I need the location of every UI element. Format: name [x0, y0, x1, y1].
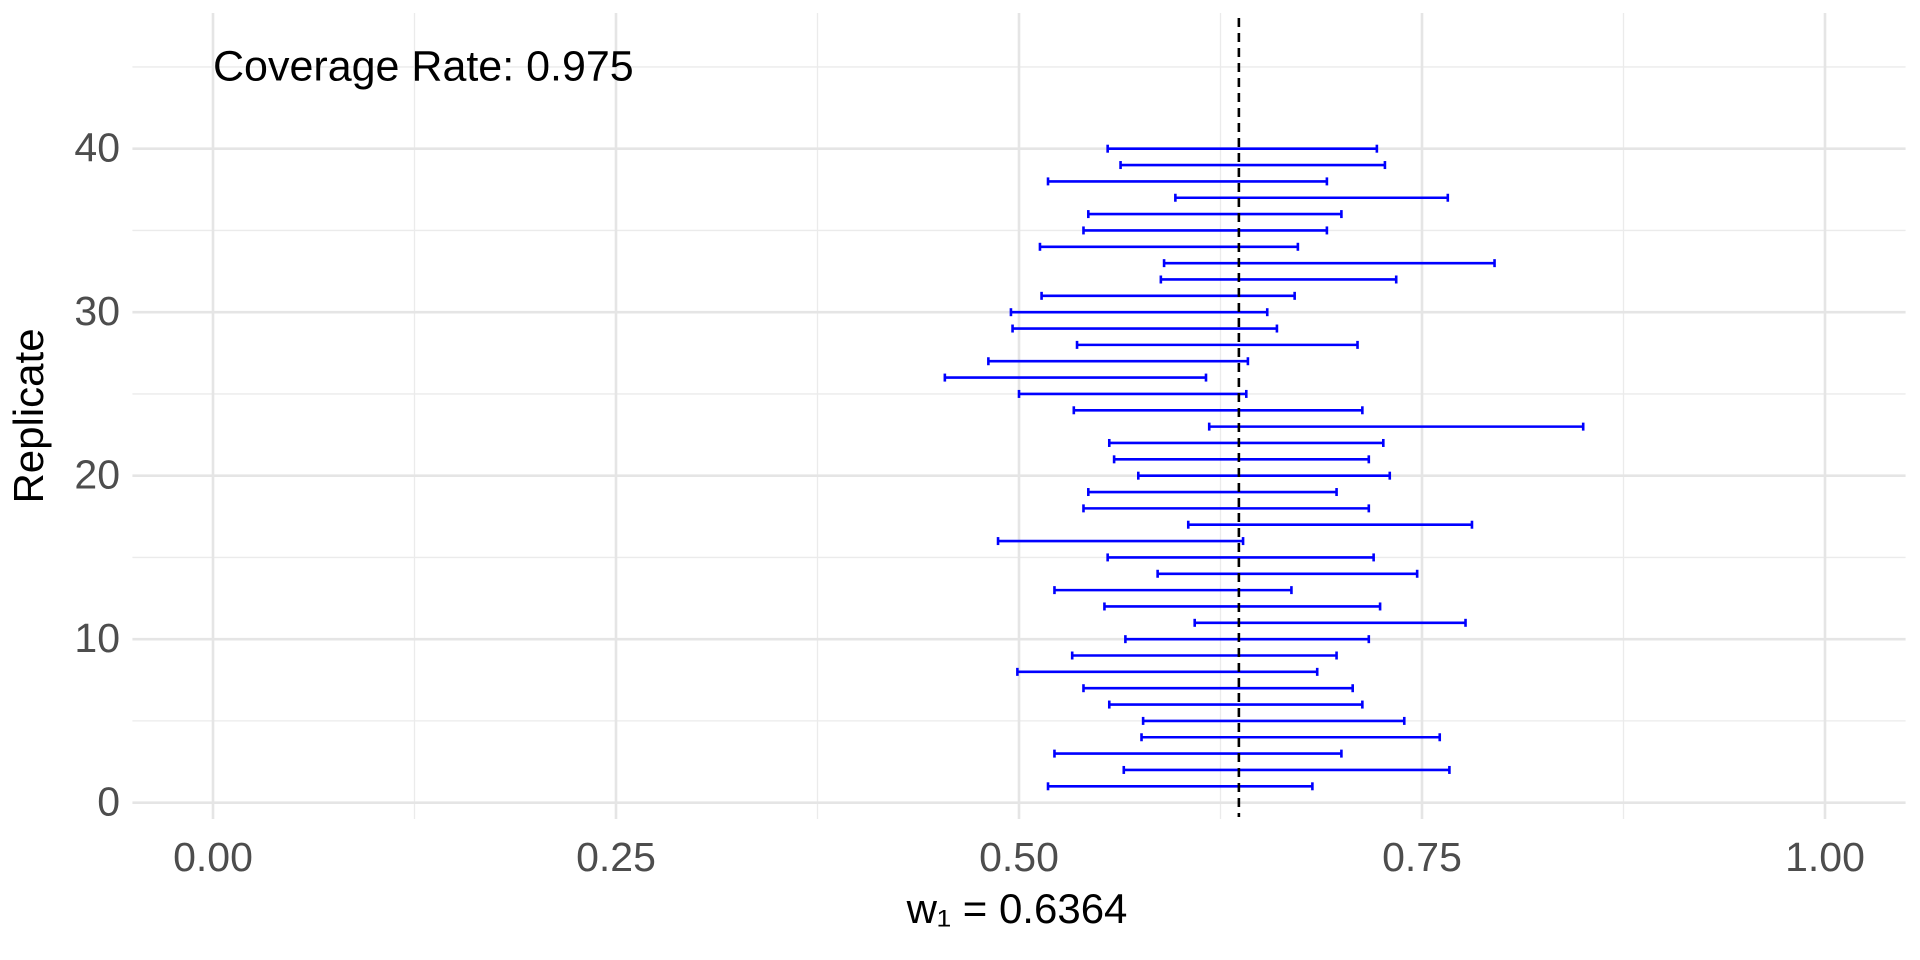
interval — [996, 537, 1245, 546]
interval — [1193, 618, 1467, 627]
interval — [1009, 308, 1269, 317]
interval — [1107, 700, 1364, 709]
interval — [1046, 177, 1329, 186]
interval — [1136, 471, 1392, 480]
interval — [1017, 389, 1248, 398]
interval — [1159, 275, 1398, 284]
interval — [1016, 667, 1319, 676]
y-tick-label: 10 — [74, 615, 120, 661]
interval — [1119, 161, 1387, 170]
interval — [1106, 553, 1375, 562]
interval — [1011, 324, 1279, 333]
x-tick-label: 0.00 — [173, 834, 253, 880]
interval — [1075, 340, 1359, 349]
interval — [1156, 569, 1419, 578]
interval — [943, 373, 1208, 382]
y-tick-label: 40 — [74, 125, 120, 171]
x-tick-label: 1.00 — [1785, 834, 1865, 880]
interval — [1082, 504, 1371, 513]
x-axis-title: w₁ = 0.6364 — [906, 885, 1128, 932]
x-tick-label: 0.75 — [1382, 834, 1462, 880]
y-tick-label: 20 — [74, 452, 120, 498]
interval — [1174, 193, 1450, 202]
interval — [1186, 520, 1474, 529]
interval — [1140, 733, 1442, 742]
interval — [1207, 422, 1585, 431]
interval — [1070, 651, 1338, 660]
annotation: Coverage Rate: 0.975 — [213, 42, 634, 90]
interval — [1053, 586, 1293, 595]
interval — [1162, 259, 1496, 268]
interval — [1106, 144, 1379, 153]
interval — [1038, 242, 1300, 251]
interval — [1141, 716, 1406, 725]
interval — [1072, 406, 1364, 415]
interval — [1053, 749, 1343, 758]
interval — [1103, 602, 1382, 611]
interval — [1124, 635, 1371, 644]
interval — [1112, 455, 1371, 464]
interval — [1046, 782, 1314, 791]
interval — [987, 357, 1250, 366]
interval — [1087, 210, 1343, 219]
x-tick-label: 0.50 — [979, 834, 1059, 880]
interval — [1107, 438, 1385, 447]
interval — [1040, 291, 1296, 300]
y-tick-label: 30 — [74, 288, 120, 334]
y-axis-title: Replicate — [5, 328, 52, 503]
interval — [1082, 684, 1354, 693]
interval — [1122, 765, 1451, 774]
interval — [1087, 488, 1338, 497]
y-tick-label: 0 — [97, 778, 120, 824]
interval — [1082, 226, 1329, 235]
x-tick-label: 0.25 — [576, 834, 656, 880]
